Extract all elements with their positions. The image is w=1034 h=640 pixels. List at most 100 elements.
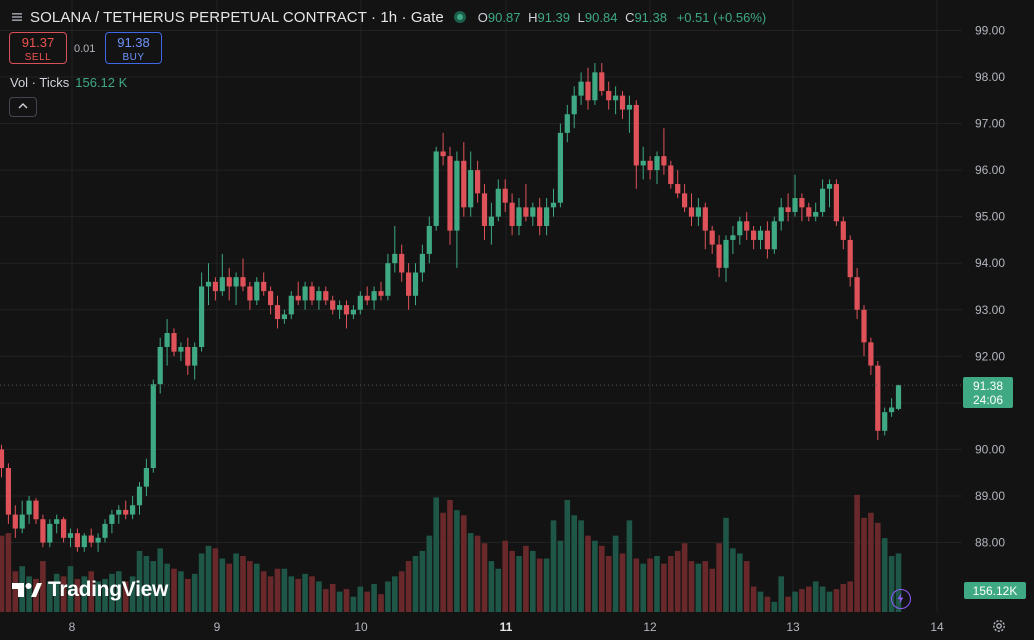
candle-body xyxy=(695,207,701,217)
time-tick-label: 11 xyxy=(500,620,513,634)
price-tick-label: 97.00 xyxy=(975,117,1005,131)
candle-body xyxy=(854,277,860,310)
volume-bar xyxy=(185,578,191,612)
volume-bar xyxy=(647,558,653,612)
volume-bar xyxy=(640,563,646,612)
candle-body xyxy=(268,291,274,306)
volume-bar xyxy=(233,553,239,612)
volume-legend[interactable]: Vol · Ticks 156.12 K xyxy=(10,75,127,90)
candle-body xyxy=(295,295,301,301)
candle-body xyxy=(619,95,626,110)
candle-body xyxy=(212,281,218,292)
chart-grid xyxy=(0,0,962,612)
candle-body xyxy=(840,221,846,240)
candle-body xyxy=(378,291,384,296)
candle-body xyxy=(343,305,350,315)
candle-body xyxy=(399,253,405,273)
candle-body xyxy=(709,230,715,245)
time-axis[interactable]: 8 9 10 11 12 13 14 xyxy=(69,620,944,634)
buy-button[interactable]: 91.38 BUY xyxy=(105,32,162,64)
volume-bar xyxy=(288,576,295,612)
volume-bar xyxy=(385,581,391,612)
volume-bar xyxy=(530,550,536,612)
time-tick-label: 8 xyxy=(69,620,76,634)
volume-last-value: 156.12K xyxy=(973,584,1018,598)
volume-bar xyxy=(329,584,336,612)
volume-bar xyxy=(398,571,405,612)
candle-body xyxy=(185,346,191,366)
candle-body xyxy=(682,193,688,208)
candle-body xyxy=(737,221,743,236)
volume-bar xyxy=(819,586,826,612)
candle-body xyxy=(371,291,377,301)
price-axis[interactable]: 88.0089.0090.0091.0092.0093.0094.0095.00… xyxy=(975,23,1005,549)
volume-bar xyxy=(847,581,853,612)
candle-body xyxy=(357,295,363,310)
volume-bar xyxy=(53,573,60,612)
volume-bar xyxy=(109,573,115,612)
close-label: C xyxy=(625,9,635,25)
gear-icon[interactable] xyxy=(991,618,1007,634)
candle-body xyxy=(254,281,260,301)
candle-body xyxy=(716,244,722,268)
price-tick-label: 88.00 xyxy=(975,536,1005,550)
candle-body xyxy=(316,291,322,301)
volume-bar xyxy=(833,589,840,612)
tradingview-logo-icon xyxy=(12,583,42,597)
candle-body xyxy=(95,537,101,543)
candle-body xyxy=(419,253,425,273)
volume-bar xyxy=(171,568,177,612)
candle-body xyxy=(5,468,11,515)
chart-header: SOLANA / TETHERUS PERPETUAL CONTRACT · 1… xyxy=(10,7,766,27)
chevron-up-icon xyxy=(18,103,28,109)
volume-bar xyxy=(219,558,226,612)
volume-bar xyxy=(895,553,902,612)
candle-body xyxy=(847,239,853,278)
candle-body xyxy=(406,272,412,296)
candle-body xyxy=(495,188,501,217)
volume-bar xyxy=(274,568,281,612)
candle-body xyxy=(143,468,149,487)
volume-bar xyxy=(454,510,460,612)
candle-body xyxy=(309,286,315,301)
candle-body xyxy=(47,523,53,543)
sell-button[interactable]: 91.37 SELL xyxy=(9,32,67,64)
volume-bar xyxy=(812,581,819,612)
volume-bar xyxy=(74,578,81,612)
candle-body xyxy=(475,170,481,194)
volume-bar xyxy=(681,543,688,612)
tradingview-logo[interactable]: TradingView xyxy=(12,578,168,602)
tradingview-logo-text: TradingView xyxy=(48,578,169,601)
volume-bar xyxy=(467,533,474,612)
volume-bar xyxy=(12,571,19,612)
volume-bar xyxy=(516,556,522,612)
volume-bar xyxy=(654,556,660,612)
volume-bar xyxy=(88,571,94,612)
candle-body xyxy=(861,309,867,343)
candle-body xyxy=(426,225,432,254)
volume-bar xyxy=(447,500,453,612)
chart-title[interactable]: SOLANA / TETHERUS PERPETUAL CONTRACT · 1… xyxy=(30,8,444,26)
last-price-label: 91.38 24:06 xyxy=(963,377,1013,408)
price-tick-label: 95.00 xyxy=(975,210,1005,224)
volume-bar xyxy=(592,540,598,612)
volume-bar xyxy=(419,550,426,612)
collapse-legend-button[interactable] xyxy=(9,97,37,117)
volume-bar xyxy=(364,591,370,612)
volume-bar xyxy=(888,556,895,612)
volume-bar xyxy=(81,576,88,612)
volume-bar xyxy=(792,591,798,612)
candle-body xyxy=(571,95,577,115)
candle-body xyxy=(192,346,198,366)
lightning-icon[interactable] xyxy=(891,589,911,609)
volume-bar xyxy=(143,556,150,612)
volume-bar xyxy=(723,517,729,612)
candle-body xyxy=(454,160,460,231)
candle-body xyxy=(337,305,343,310)
candle-body xyxy=(668,165,674,185)
candle-body xyxy=(481,193,488,226)
symbol-menu-icon[interactable] xyxy=(10,10,24,24)
volume-bar xyxy=(40,561,46,612)
volume-bar xyxy=(743,561,750,612)
